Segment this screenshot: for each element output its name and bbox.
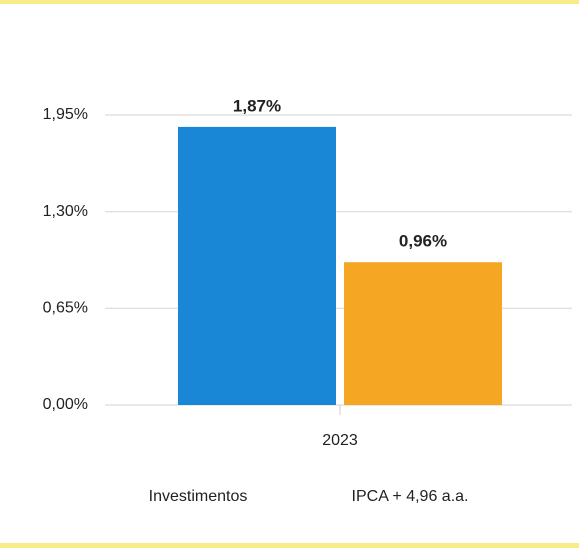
legend-label: Investimentos [149,488,248,505]
y-tick-label: 0,65% [43,300,88,317]
legend-label: IPCA + 4,96 a.a. [352,488,469,505]
y-tick-label: 0,00% [43,396,88,413]
top-border [0,0,579,4]
y-tick-label: 1,95% [43,106,88,123]
bar [344,262,502,405]
x-tick-label: 2023 [322,432,358,449]
value-label: 0,96% [399,232,447,251]
y-tick-label: 1,30% [43,203,88,220]
value-label: 1,87% [233,96,281,115]
bottom-border [0,543,579,548]
bar [178,126,336,406]
